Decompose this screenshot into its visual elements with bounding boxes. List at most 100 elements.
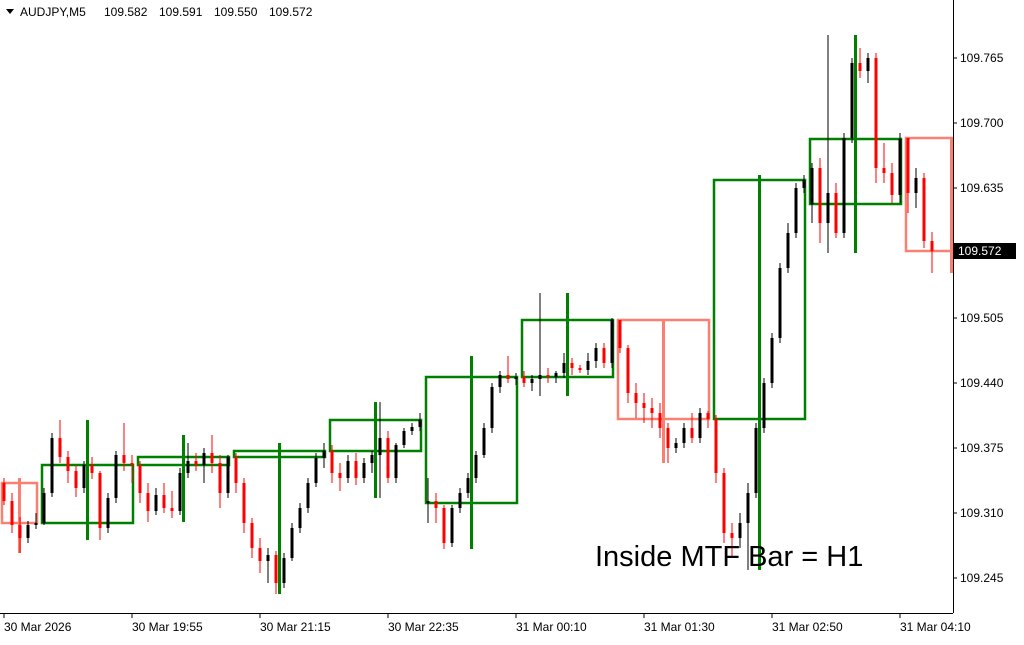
- candle-body: [490, 387, 494, 428]
- y-tick-label: 109.765: [960, 51, 1004, 65]
- candle-body: [402, 431, 406, 445]
- candle-body: [514, 377, 518, 379]
- axes: 109.245 109.310 109.375 109.440 109.505 109.6…: [3, 51, 1016, 634]
- candle-body: [786, 233, 790, 268]
- candle-body: [418, 420, 422, 427]
- candle-body: [658, 413, 662, 428]
- candle-body: [594, 348, 598, 361]
- candle-body: [2, 483, 6, 501]
- candle-body: [762, 383, 766, 428]
- y-tick-label: 109.505: [960, 311, 1004, 325]
- y-tick-label: 109.245: [960, 571, 1004, 585]
- price-tag: [954, 243, 1016, 259]
- candle-body: [634, 393, 638, 403]
- candle-body: [426, 501, 430, 503]
- x-tick-label: 31 Mar 04:10: [900, 620, 971, 634]
- candle-body: [18, 525, 22, 538]
- price-tag-label: 109.572: [958, 244, 1002, 258]
- y-tick-label: 109.700: [960, 116, 1004, 130]
- candle-body: [226, 457, 230, 493]
- close-value: 109.572: [269, 5, 313, 19]
- candle-body: [690, 428, 694, 438]
- h1-body: [712, 178, 807, 421]
- candle-body: [370, 455, 374, 463]
- candle-body: [258, 548, 262, 561]
- candle-body: [578, 368, 582, 370]
- candle-body: [338, 473, 342, 478]
- low-value: 109.550: [214, 5, 258, 19]
- x-tick-label: 30 Mar 21:15: [260, 620, 331, 634]
- candle-body: [442, 508, 446, 543]
- candle-body: [106, 498, 110, 528]
- candle-body: [138, 465, 142, 493]
- candle-body: [202, 453, 206, 465]
- candle-body: [730, 533, 734, 538]
- h1-body: [904, 136, 953, 253]
- candle-body: [738, 523, 742, 538]
- candle-body: [498, 375, 502, 387]
- x-tick-label: 30 Mar 22:35: [388, 620, 459, 634]
- candle-body: [530, 379, 534, 383]
- candle-body: [818, 168, 822, 223]
- candle-body: [586, 361, 590, 370]
- candle-body: [146, 493, 150, 511]
- candle-body: [754, 428, 758, 493]
- candle-body: [626, 348, 630, 393]
- candle-body: [842, 138, 846, 233]
- candle-body: [290, 528, 294, 558]
- candle-body: [162, 495, 166, 508]
- candle-body: [890, 173, 894, 195]
- candle-body: [770, 338, 774, 383]
- candle-body: [802, 180, 806, 188]
- candle-body: [930, 241, 934, 251]
- candle-body: [618, 320, 622, 348]
- candle-body: [394, 445, 398, 478]
- candle-body: [378, 438, 382, 455]
- candle-body: [474, 455, 478, 478]
- candle-body: [666, 428, 670, 448]
- candle-body: [122, 455, 126, 463]
- candle-body: [826, 193, 830, 223]
- annotation: Inside MTF Bar = H1: [595, 541, 863, 573]
- candle-body: [186, 461, 190, 473]
- candle-body: [562, 363, 566, 373]
- h1-body: [424, 375, 519, 505]
- x-tick-label: 31 Mar 02:50: [772, 620, 843, 634]
- candle-body: [610, 320, 614, 363]
- candle-body: [682, 428, 686, 443]
- x-tick-label: 31 Mar 01:30: [644, 620, 715, 634]
- candle-body: [810, 168, 814, 204]
- candle-body: [914, 178, 918, 193]
- candle-body: [26, 525, 30, 538]
- candle-body: [722, 473, 726, 533]
- candle-body: [266, 555, 270, 561]
- candle-body: [42, 493, 46, 523]
- menu-arrow[interactable]: [6, 9, 14, 14]
- candle-body: [922, 178, 926, 241]
- candle-body: [178, 473, 182, 511]
- candle-body: [602, 348, 606, 363]
- h1-body: [40, 463, 135, 525]
- candle-body: [250, 523, 254, 548]
- candle-body: [50, 438, 54, 493]
- candle-body: [362, 463, 366, 478]
- candle-body: [98, 473, 102, 528]
- plot-area: [0, 35, 953, 594]
- candle-body: [866, 58, 870, 71]
- candle-body: [794, 188, 798, 233]
- candle-body: [458, 493, 462, 508]
- candle-body: [210, 453, 214, 463]
- candle-body: [746, 493, 750, 523]
- candle-body: [90, 465, 94, 473]
- candle-body: [906, 138, 910, 193]
- y-tick-label: 109.440: [960, 376, 1004, 390]
- open-value: 109.582: [104, 5, 148, 19]
- candle-body: [834, 193, 838, 233]
- candle-body: [778, 268, 782, 338]
- candle-body: [522, 377, 526, 383]
- candle-body: [74, 471, 78, 488]
- candle-body: [170, 508, 174, 511]
